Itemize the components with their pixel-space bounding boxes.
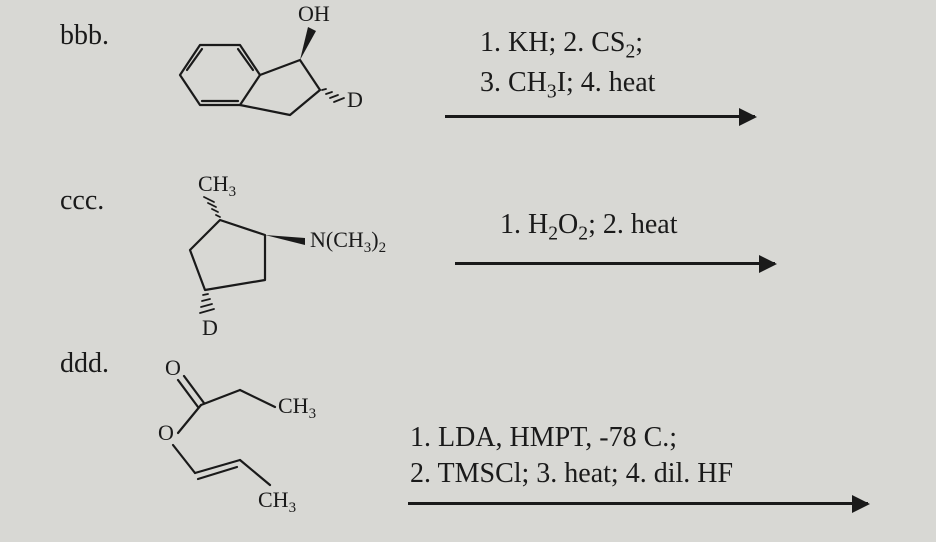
cond-bbb-line1: 1. KH; 2. CS2; (480, 25, 655, 65)
reaction-arrow-ddd (408, 502, 868, 505)
ester-o: O (158, 420, 174, 445)
oh-text: OH (298, 1, 330, 26)
conditions-ddd: 1. LDA, HMPT, -78 C.; 2. TMSCl; 3. heat;… (410, 420, 733, 493)
hash-ch3-ccc (204, 197, 220, 217)
ch3-a-text: CH3 (278, 393, 316, 422)
d-text-bbb: D (347, 87, 363, 112)
problem-label-ccc: ccc. (60, 185, 104, 217)
cond-ddd-line1: 1. LDA, HMPT, -78 C.; (410, 420, 733, 456)
cond-ccc-line1: 1. H2O2; 2. heat (500, 207, 677, 247)
structure-ddd: O CH3 O CH3 (140, 345, 400, 540)
nch32-text: N(CH3)2 (310, 227, 386, 256)
cond-bbb-line2: 3. CH3I; 4. heat (480, 65, 655, 105)
reaction-arrow-ccc (455, 262, 775, 265)
d-text-ccc: D (202, 315, 218, 340)
hash-d-ccc (200, 294, 214, 313)
reaction-arrow-bbb (445, 115, 755, 118)
carbonyl-o: O (165, 355, 181, 380)
hash-d-bbb (322, 89, 344, 102)
problem-label-ddd: ddd. (60, 348, 109, 380)
structure-ccc: CH3 N(CH3)2 D (150, 165, 410, 350)
cond-ddd-line2: 2. TMSCl; 3. heat; 4. dil. HF (410, 456, 733, 492)
ch3-b-text: CH3 (258, 487, 296, 516)
conditions-bbb: 1. KH; 2. CS2; 3. CH3I; 4. heat (480, 25, 655, 105)
ch3-text-ccc: CH3 (198, 171, 236, 200)
problem-label-bbb: bbb. (60, 20, 109, 52)
structure-bbb: OH D (150, 5, 390, 170)
conditions-ccc: 1. H2O2; 2. heat (500, 207, 677, 247)
chemistry-problems-page: bbb. OH D 1. KH; 2. CS2; (0, 0, 936, 542)
